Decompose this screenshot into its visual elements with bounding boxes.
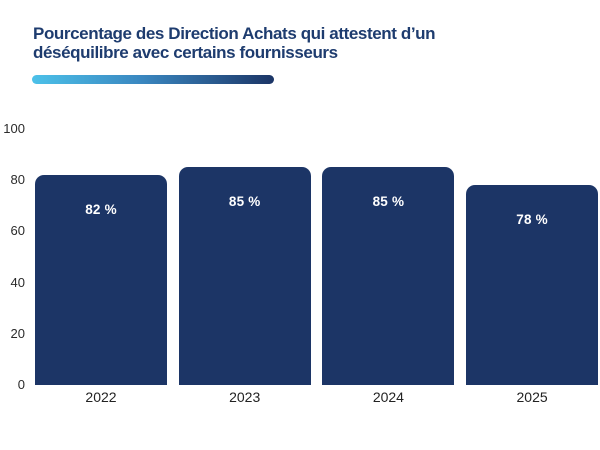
y-axis-tick-label: 20 — [10, 325, 25, 341]
bar-value-label: 85 % — [372, 194, 405, 210]
chart-title-line2: déséquilibre avec certains fournisseurs — [33, 43, 338, 62]
chart-title: Pourcentage des Direction Achats qui att… — [33, 24, 533, 62]
x-axis-tick-label: 2024 — [372, 389, 404, 405]
bar-value-label: 78 % — [516, 212, 548, 228]
y-axis-tick-label: 100 — [3, 121, 25, 136]
bar-2024: 85 % — [322, 167, 455, 385]
y-axis-tick-label: 80 — [10, 172, 25, 188]
chart-title-line1: Pourcentage des Direction Achats qui att… — [33, 24, 436, 43]
bar-2025: 78 % — [466, 185, 599, 385]
bar-2023: 85 % — [178, 167, 311, 385]
x-axis-tick-label: 2025 — [516, 389, 548, 405]
y-axis-tick-label: 40 — [10, 274, 25, 290]
bar-2022: 82 % — [35, 175, 167, 385]
bar-value-label: 85 % — [228, 194, 261, 210]
y-axis: 0 20 40 60 80 100 — [0, 0, 26, 450]
title-underline-gradient — [32, 75, 274, 84]
bar-value-label: 82 % — [85, 202, 117, 218]
x-axis: 2022 2023 2024 2025 — [0, 389, 600, 411]
x-axis-tick-label: 2023 — [229, 389, 261, 405]
y-axis-tick-label: 0 — [17, 377, 25, 392]
x-axis-tick-label: 2022 — [85, 389, 117, 405]
y-axis-tick-label: 60 — [10, 223, 25, 239]
plot-area: 82 % 85 % 85 % 78 % — [35, 120, 599, 385]
